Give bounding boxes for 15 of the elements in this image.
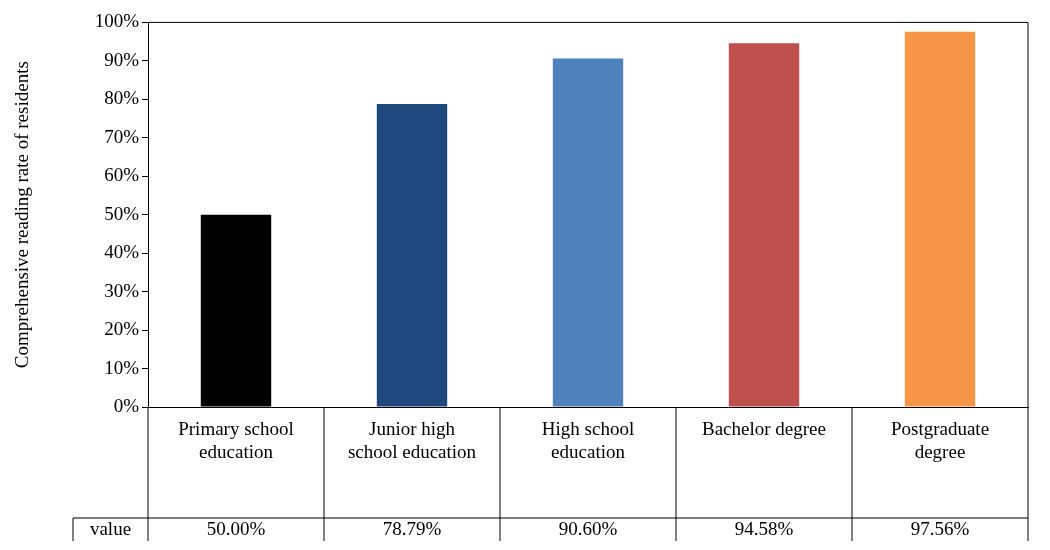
y-tick-label: 90%	[104, 48, 140, 70]
bar	[904, 31, 976, 407]
y-tick-label: 40%	[104, 241, 140, 263]
y-tick-label: 70%	[104, 125, 140, 147]
y-tick-label: 20%	[104, 318, 140, 340]
y-tick-label: 10%	[104, 356, 140, 378]
y-tick-label: 60%	[104, 164, 140, 186]
bar	[376, 103, 448, 407]
y-tick-label: 100%	[94, 10, 140, 32]
y-axis-title: Comprehensive reading rate of residents	[11, 61, 33, 369]
y-tick-label: 50%	[104, 202, 140, 224]
bar	[552, 58, 624, 407]
bar	[728, 43, 800, 407]
y-tick-label: 80%	[104, 87, 140, 109]
y-tick-label: 30%	[104, 279, 140, 301]
